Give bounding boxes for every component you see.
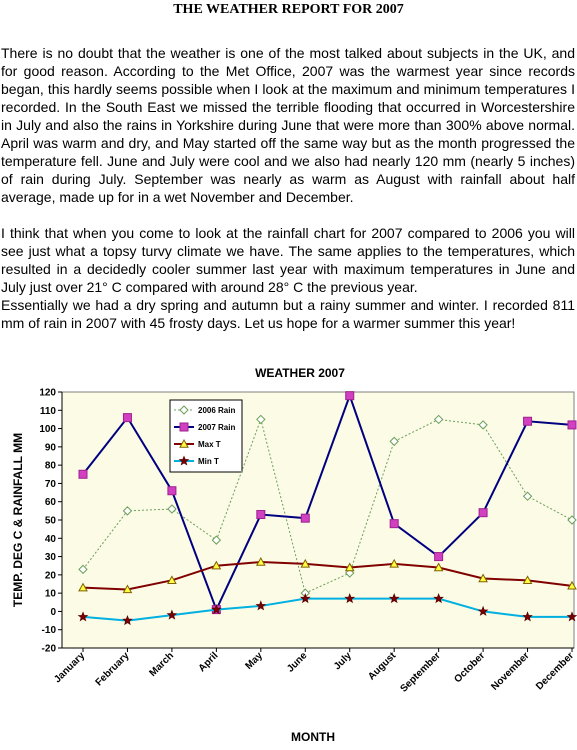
data-point [344,562,355,572]
paragraph: There is no doubt that the weather is on… [1,45,575,205]
data-point [167,486,177,496]
x-tick-label: March [147,650,176,679]
data-point [433,414,444,425]
plot-area [61,391,575,649]
data-point [122,584,133,594]
y-tick-label: -20 [42,644,57,655]
legend-marker [179,405,189,415]
x-tick-label: April [197,650,221,674]
data-point [523,416,533,426]
legend-label: 2006 Rain [198,406,235,415]
y-tick-label: 20 [45,570,57,581]
legend-marker [178,455,190,466]
y-tick-label: 30 [45,552,57,563]
data-point [256,414,266,425]
series-line [82,392,573,613]
data-point [78,469,88,479]
chart: WEATHER 2007 MONTH TEMP. DEG C & RAINFAL… [11,366,577,744]
y-axis-label: TEMP. DEG C & RAINFALL MM [11,433,25,607]
data-point [122,506,133,516]
paragraph: Essentially we had a dry spring and autu… [1,297,575,331]
x-tick-label: October [452,650,487,685]
y-tick-label: 10 [45,589,57,600]
y-tick-label: -10 [42,625,57,636]
data-point [389,519,399,529]
page-title: THE WEATHER REPORT FOR 2007 [173,2,404,17]
x-tick-label: November [489,650,531,692]
y-tick-label: 100 [39,424,56,435]
data-point [344,592,356,604]
series-line [82,417,573,594]
data-point [345,391,355,401]
legend-marker [179,422,189,432]
x-tick-label: February [94,650,132,688]
data-point [478,573,488,583]
data-point [522,491,533,501]
data-point [167,575,177,585]
data-point [300,558,311,568]
chart-title: WEATHER 2007 [255,366,345,380]
data-point [255,557,266,566]
legend-label: Max T [198,440,221,449]
data-point [211,560,222,570]
legend-label: Min T [198,457,219,466]
y-tick-label: 40 [45,534,57,545]
data-point [255,600,267,611]
y-tick-label: 120 [39,388,56,399]
data-point [211,604,222,615]
series-line [82,561,573,591]
data-point [567,580,577,590]
data-point [256,510,266,520]
x-tick-label: September [398,650,442,694]
y-tick-label: 60 [45,497,57,508]
data-point [389,558,400,568]
legend-marker [179,438,189,448]
data-point [478,508,488,518]
data-point [388,592,400,604]
data-point [78,582,88,592]
data-point [477,605,489,616]
y-tick-label: 50 [45,516,57,527]
data-point [389,436,399,447]
y-tick-label: 90 [45,442,57,453]
data-point [166,609,178,620]
x-tick-label: May [243,650,265,672]
x-tick-label: December [534,650,576,692]
data-point [522,611,533,622]
x-tick-label: June [285,650,310,675]
paragraph: I think that when you come to look at th… [1,225,575,295]
data-point [567,420,577,430]
data-point [566,611,577,622]
y-tick-label: 80 [45,461,57,472]
data-point [567,515,577,525]
x-tick-label: August [366,650,399,683]
series-line [82,597,572,622]
y-tick-label: 70 [45,479,57,490]
data-point [434,552,444,562]
y-tick-label: 0 [50,607,56,618]
data-point [122,615,133,626]
data-point [167,504,177,514]
x-tick-label: July [332,650,354,672]
data-point [433,562,444,572]
data-point [122,413,132,423]
data-point [77,611,89,622]
data-point [478,420,488,430]
legend-label: 2007 Rain [198,423,235,432]
data-point [78,564,88,575]
x-tick-label: January [52,650,87,685]
data-point [211,535,222,545]
data-point [300,513,310,523]
x-axis-label: MONTH [291,730,335,744]
data-point [433,592,444,604]
y-tick-label: 110 [40,406,57,417]
data-point [299,592,311,604]
data-point [522,575,533,585]
